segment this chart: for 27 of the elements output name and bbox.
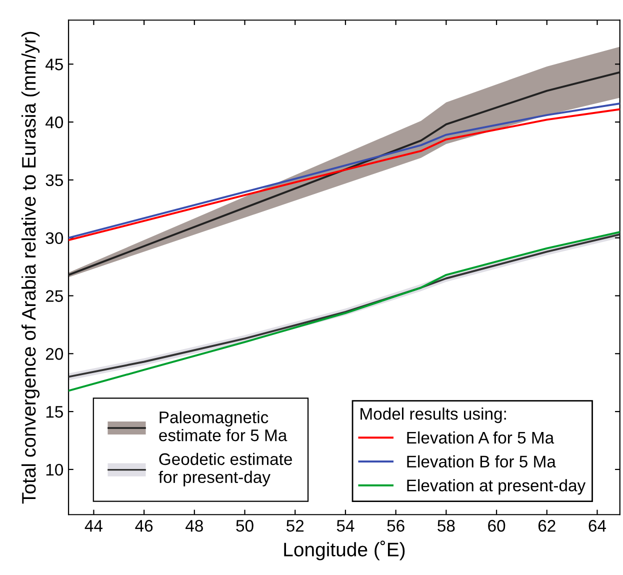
x-tick-label: 62 xyxy=(538,520,556,532)
y-tick-label: 20 xyxy=(46,348,64,360)
legend-label: Elevation B for 5 Ma xyxy=(407,455,556,468)
y-axis-title: Total convergence of Arabia relative to Eurasia (mm/yr) xyxy=(21,32,40,504)
y-tick-label: 30 xyxy=(46,232,64,244)
x-tick-label: 44 xyxy=(84,520,102,532)
x-axis-title: Longitude (˚E) xyxy=(284,540,405,560)
y-tick-label: 45 xyxy=(46,58,63,70)
x-tick-label: 46 xyxy=(135,520,153,532)
x-tick-label: 54 xyxy=(336,520,354,532)
y-tick-label: 15 xyxy=(46,406,63,418)
y-tick-label: 25 xyxy=(46,290,63,302)
x-tick-label: 58 xyxy=(438,520,455,532)
x-tick-label: 60 xyxy=(488,520,506,532)
x-tick-label: 50 xyxy=(236,520,254,532)
legend-label: Geodetic estimate for present-day xyxy=(158,452,292,486)
x-tick-label: 48 xyxy=(186,520,203,532)
x-tick-label: 64 xyxy=(588,520,606,532)
legend-title: Model results using: xyxy=(360,408,506,424)
legend-label: Paleomagnetic estimate for 5 Ma xyxy=(159,411,288,442)
x-tick-label: 52 xyxy=(286,520,304,532)
legend-label: Elevation at present-day xyxy=(407,479,586,495)
legend-label: Elevation A for 5 Ma xyxy=(407,431,554,444)
y-tick-label: 40 xyxy=(46,116,64,128)
y-tick-label: 35 xyxy=(46,174,63,186)
y-tick-label: 10 xyxy=(46,464,64,476)
x-tick-label: 56 xyxy=(387,520,404,532)
